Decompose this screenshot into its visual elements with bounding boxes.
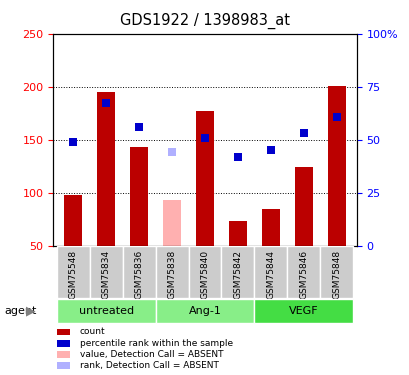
- Point: [169, 149, 175, 155]
- Bar: [221, 246, 254, 298]
- Text: GSM75834: GSM75834: [101, 250, 110, 299]
- Text: GSM75838: GSM75838: [167, 250, 176, 299]
- Text: value, Detection Call = ABSENT: value, Detection Call = ABSENT: [80, 350, 223, 359]
- Bar: [228, 221, 247, 246]
- Text: GSM75548: GSM75548: [68, 250, 77, 299]
- Text: VEGF: VEGF: [288, 306, 318, 316]
- Bar: [122, 246, 155, 298]
- Text: percentile rank within the sample: percentile rank within the sample: [80, 339, 232, 348]
- Bar: [196, 111, 213, 246]
- Bar: [327, 86, 345, 246]
- Bar: [56, 299, 155, 323]
- Text: count: count: [80, 327, 106, 336]
- Text: untreated: untreated: [78, 306, 133, 316]
- Text: GDS1922 / 1398983_at: GDS1922 / 1398983_at: [120, 13, 289, 29]
- Point: [333, 114, 339, 120]
- Text: GSM75844: GSM75844: [266, 250, 275, 299]
- Point: [300, 130, 306, 136]
- Point: [103, 100, 109, 106]
- Bar: [287, 246, 320, 298]
- Bar: [155, 299, 254, 323]
- Point: [70, 139, 76, 145]
- Bar: [162, 200, 181, 246]
- Bar: [254, 246, 287, 298]
- Bar: [155, 246, 188, 298]
- Bar: [97, 92, 115, 246]
- Bar: [261, 209, 279, 246]
- Bar: [254, 299, 353, 323]
- Bar: [130, 147, 148, 246]
- Bar: [188, 246, 221, 298]
- Text: agent: agent: [4, 306, 36, 316]
- Bar: [89, 246, 122, 298]
- Text: GSM75842: GSM75842: [233, 250, 242, 299]
- Text: GSM75848: GSM75848: [332, 250, 341, 299]
- Text: rank, Detection Call = ABSENT: rank, Detection Call = ABSENT: [80, 361, 218, 370]
- Bar: [320, 246, 353, 298]
- Text: GSM75840: GSM75840: [200, 250, 209, 299]
- Text: ▶: ▶: [26, 305, 36, 318]
- Point: [135, 124, 142, 130]
- Bar: [64, 195, 82, 246]
- Bar: [56, 246, 89, 298]
- Bar: [294, 167, 312, 246]
- Point: [267, 147, 274, 153]
- Text: GSM75836: GSM75836: [134, 250, 143, 299]
- Point: [234, 154, 240, 160]
- Text: Ang-1: Ang-1: [188, 306, 221, 316]
- Point: [201, 135, 208, 141]
- Text: GSM75846: GSM75846: [299, 250, 308, 299]
